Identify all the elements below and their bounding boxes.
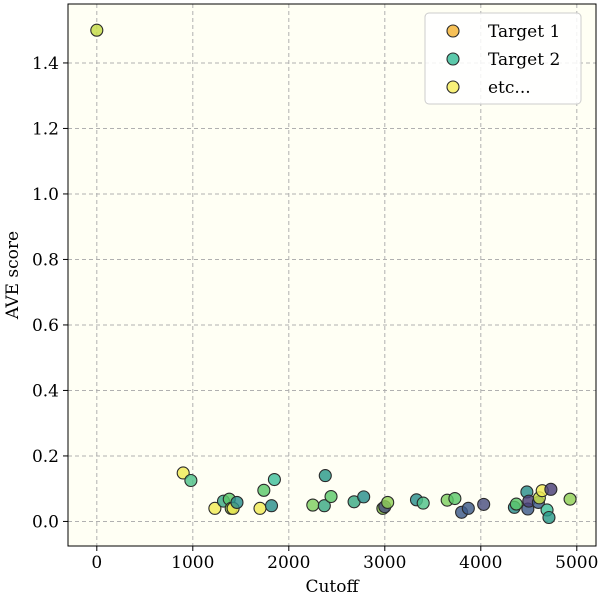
data-point	[253, 501, 267, 515]
y-axis-label: AVE score	[3, 231, 23, 320]
data-point	[461, 501, 475, 515]
legend-label: Target 1	[488, 22, 560, 42]
x-tick-label: 2000	[267, 553, 310, 573]
data-point	[324, 489, 338, 504]
x-tick-label: 3000	[363, 553, 406, 573]
data-point	[208, 501, 222, 515]
x-tick-label: 4000	[459, 553, 502, 573]
legend-marker	[446, 24, 460, 38]
x-axis: 0 1000 2000 3000 4000 5000	[91, 546, 598, 573]
data-point	[317, 499, 331, 513]
data-point	[257, 483, 271, 497]
y-tick-label: 0.6	[32, 316, 59, 336]
data-point	[542, 510, 556, 525]
legend-marker	[446, 80, 460, 94]
data-point	[381, 495, 395, 509]
x-axis-label: Cutoff	[305, 577, 360, 597]
y-tick-label: 0.8	[32, 250, 59, 270]
data-point	[416, 496, 430, 510]
grid	[68, 4, 596, 546]
x-tick-label: 0	[91, 553, 102, 573]
y-tick-label: 1.0	[32, 185, 59, 205]
data-point	[357, 490, 371, 504]
legend-label: Target 2	[488, 50, 560, 70]
y-tick-label: 0.0	[32, 512, 59, 532]
data-point	[264, 499, 279, 513]
y-axis: 0.0 0.2 0.4 0.6 0.8 1.0 1.2 1.4	[32, 54, 68, 532]
data-point	[230, 495, 244, 509]
y-tick-label: 1.4	[32, 54, 59, 74]
data-point	[448, 491, 462, 506]
y-tick-label: 0.2	[32, 447, 59, 467]
x-tick-label: 5000	[555, 553, 598, 573]
legend-box	[424, 12, 582, 105]
data-point	[306, 498, 320, 512]
legend: Target 1 Target 2 etc...	[424, 12, 582, 105]
y-tick-label: 1.2	[32, 119, 59, 139]
legend-marker	[446, 52, 460, 66]
data-point	[509, 497, 523, 511]
plot-frame	[67, 3, 597, 547]
legend-label: etc...	[488, 78, 531, 98]
data-point	[184, 473, 198, 488]
y-tick-label: 0.4	[32, 381, 59, 401]
data-point	[544, 482, 558, 496]
data-points	[90, 23, 577, 525]
x-tick-label: 1000	[171, 553, 214, 573]
data-point	[477, 497, 491, 511]
data-point	[318, 469, 332, 483]
data-point	[563, 492, 577, 506]
data-point	[267, 472, 281, 487]
data-point	[90, 23, 104, 37]
